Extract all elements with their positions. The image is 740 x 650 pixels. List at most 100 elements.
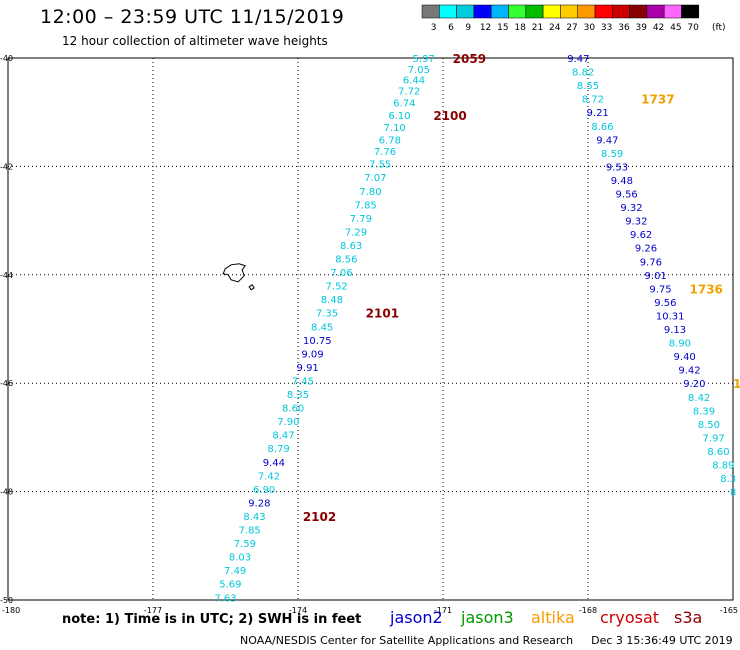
- wave-height-value: 8.89: [712, 461, 734, 472]
- wave-height-value: 7.52: [326, 282, 348, 293]
- wave-height-value: 7.05: [408, 65, 430, 76]
- wave-height-value: 5.97: [413, 54, 435, 65]
- pass-time-label: 1736: [690, 282, 723, 296]
- pass-time-label: 2101: [366, 307, 399, 321]
- wave-height-value: 7.90: [277, 417, 299, 428]
- y-tick-label: -44: [0, 271, 13, 280]
- x-tick-label: -168: [579, 606, 597, 615]
- colorbar-label: 6: [448, 23, 454, 33]
- wave-height-value: 9.91: [297, 363, 319, 374]
- island-outline: [222, 263, 246, 283]
- wave-height-value: 9.26: [635, 244, 657, 255]
- wave-height-value: 9.20: [683, 379, 705, 390]
- wave-height-colorbar: 3 6 9 12 15 18 21 24 27 30 33 36 39 42 45 70 (ft): [421, 4, 726, 33]
- islet-outline: [248, 284, 255, 291]
- wave-height-value: 9.40: [674, 352, 696, 363]
- legend-s3a: s3a: [674, 608, 703, 627]
- wave-height-value: 7.59: [234, 539, 256, 550]
- credit-line: NOAA/NESDIS Center for Satellite Applica…: [240, 634, 733, 647]
- wave-height-value: 8.66: [591, 122, 613, 133]
- wave-height-value: 7.06: [330, 268, 352, 279]
- wave-height-value: 8.56: [335, 255, 357, 266]
- wave-height-value: 8.72: [582, 95, 604, 106]
- x-tick-label: -174: [289, 606, 307, 615]
- x-tick-label: -177: [144, 606, 162, 615]
- wave-height-value: 7.72: [398, 87, 420, 98]
- wave-height-value: 8.03: [229, 553, 251, 564]
- wave-height-value: 9.47: [567, 54, 589, 65]
- colorbar-label: 70: [687, 23, 699, 33]
- wave-height-value: 9.01: [645, 271, 667, 282]
- wave-height-value: 8.82: [572, 68, 594, 79]
- wave-height-value: 9.21: [587, 108, 609, 119]
- legend-altika: altika: [531, 608, 575, 627]
- legend-cryosat: cryosat: [600, 608, 660, 627]
- wave-height-value: 9.44: [263, 458, 285, 469]
- x-tick-label: -171: [434, 606, 452, 615]
- wave-height-value: 7.63: [214, 593, 236, 604]
- colorbar-unit: (ft): [712, 23, 726, 33]
- wave-height-value: 8.47: [272, 431, 294, 442]
- pass-time-label: 2059: [453, 52, 486, 66]
- generated-timestamp: Dec 3 15:36:49 UTC 2019: [591, 634, 733, 647]
- wave-height-value: 7.42: [258, 471, 280, 482]
- wave-height-value: 7.55: [369, 160, 391, 171]
- pass-time-label: 2100: [433, 109, 466, 123]
- colorbar-label: 27: [566, 23, 577, 33]
- wave-height-value: 9.47: [596, 135, 618, 146]
- wave-height-value: 8.39: [693, 406, 715, 417]
- wave-height-value: 9.75: [649, 284, 671, 295]
- legend-jason3: jason3: [461, 608, 514, 627]
- y-tick-label: -50: [0, 596, 13, 605]
- colorbar-label: 30: [584, 23, 596, 33]
- wave-height-value: 9.76: [640, 257, 662, 268]
- wave-height-value: 8.90: [669, 339, 691, 350]
- colorbar-swatch: [681, 4, 700, 19]
- wave-height-value: 9.53: [606, 162, 628, 173]
- wave-height-value: 7.97: [703, 433, 725, 444]
- wave-height-value: 8: [730, 488, 736, 499]
- wave-height-value: 9.48: [611, 176, 633, 187]
- colorbar-label: 45: [670, 23, 681, 33]
- wave-height-value: 8.3: [720, 474, 736, 485]
- x-tick-label: -165: [720, 606, 738, 615]
- wave-height-value: 9.56: [654, 298, 676, 309]
- wave-height-value: 8.42: [688, 393, 710, 404]
- colorbar-label: 39: [636, 23, 648, 33]
- pass-time-label: 17: [733, 377, 740, 391]
- wave-height-value: 6.10: [388, 111, 410, 122]
- wave-height-value: 8.35: [287, 390, 309, 401]
- footnote: note: 1) Time is in UTC; 2) SWH is in fe…: [62, 612, 362, 627]
- wave-height-value: 9.42: [678, 366, 700, 377]
- wave-height-value: 8.43: [243, 512, 265, 523]
- wave-height-value: 6.78: [379, 135, 401, 146]
- wave-height-value: 7.85: [239, 526, 261, 537]
- wave-height-value: 10.31: [656, 311, 685, 322]
- wave-height-value: 8.50: [698, 420, 720, 431]
- legend-jason2: jason2: [390, 608, 443, 627]
- colorbar-label: 12: [480, 23, 491, 33]
- plot-frame: [7, 57, 734, 601]
- wave-height-value: 9.32: [625, 217, 647, 228]
- wave-height-value: 9.56: [616, 190, 638, 201]
- credit-organization: NOAA/NESDIS Center for Satellite Applica…: [240, 634, 574, 647]
- wave-height-value: 7.80: [359, 187, 381, 198]
- wave-height-value: 6.44: [403, 76, 425, 87]
- wave-height-value: 8.45: [311, 322, 333, 333]
- wave-height-value: 9.32: [620, 203, 642, 214]
- y-tick-label: -46: [0, 379, 13, 388]
- wave-height-value: 6.90: [253, 485, 275, 496]
- wave-height-value: 7.79: [350, 214, 372, 225]
- wave-height-value: 8.59: [601, 149, 623, 160]
- y-tick-label: -40: [0, 54, 13, 63]
- colorbar-label: 33: [601, 23, 612, 33]
- pass-time-label: 1737: [641, 93, 674, 107]
- wave-height-value: 8.48: [321, 295, 343, 306]
- x-tick-label: -180: [2, 606, 20, 615]
- wave-height-value: 9.09: [301, 349, 323, 360]
- wave-height-value: 9.13: [664, 325, 686, 336]
- wave-height-value: 8.63: [340, 241, 362, 252]
- colorbar-label: 3: [431, 23, 437, 33]
- colorbar-label: 9: [465, 23, 471, 33]
